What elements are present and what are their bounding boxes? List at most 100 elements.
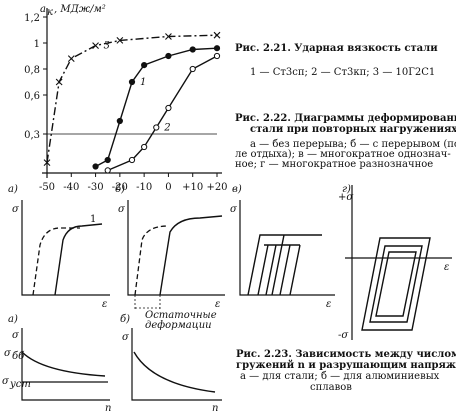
figure-2-23-b: б) σ n xyxy=(120,314,222,413)
sigma: σ xyxy=(12,204,20,215)
point xyxy=(92,42,99,49)
n-label: n xyxy=(105,403,111,413)
sigma: σ xyxy=(118,204,126,215)
epsilon: ε xyxy=(215,299,220,310)
x-tick-label: 0 xyxy=(165,182,171,193)
panel-label: б) xyxy=(120,314,130,325)
caption: Рис. 2.21. Ударная вязкость стали xyxy=(235,43,438,54)
point xyxy=(128,156,136,164)
epsilon: ε xyxy=(102,299,107,310)
sigma-bb-sub: бб xyxy=(12,351,25,362)
dimension xyxy=(134,295,161,310)
point xyxy=(116,117,123,125)
x-tick-label: -50 xyxy=(39,182,55,193)
panel-label: б) xyxy=(115,184,125,195)
point xyxy=(189,46,196,53)
epsilon: ε xyxy=(326,299,331,310)
axes xyxy=(131,328,222,401)
point xyxy=(67,55,75,62)
point xyxy=(104,167,111,174)
curve xyxy=(107,55,218,172)
axes xyxy=(345,185,452,340)
panel-v: в) σ ε xyxy=(230,184,335,310)
curve xyxy=(133,351,216,393)
point xyxy=(141,62,148,69)
x-tick-label: +20 xyxy=(206,182,227,193)
axes xyxy=(21,200,110,296)
note: Остаточные xyxy=(145,310,217,321)
sigma: σ xyxy=(12,330,20,341)
curve xyxy=(134,225,169,296)
panel-label: в) xyxy=(232,184,242,195)
curve-label: 2 xyxy=(163,123,170,134)
y-tick-label: 0,3 xyxy=(24,130,40,141)
axis-unit: , МДж/м² xyxy=(54,4,106,15)
legend: ное; г — многократное разнозначное xyxy=(235,159,433,170)
x-tick-label: +10 xyxy=(182,182,203,193)
sigma: σ xyxy=(122,332,130,343)
panel-label: а) xyxy=(8,184,18,195)
curve-label: 1 xyxy=(140,77,146,88)
curve-label: 1 xyxy=(90,214,96,225)
point xyxy=(104,156,111,164)
y-tick-label: 0,6 xyxy=(24,91,40,102)
panel-label: а) xyxy=(8,314,18,325)
y-tick-label: 0,8 xyxy=(24,65,40,76)
point xyxy=(55,78,63,86)
point xyxy=(116,37,124,44)
loops xyxy=(247,234,322,296)
caption: Рис. 2.22. Диаграммы деформирования xyxy=(235,113,456,124)
point xyxy=(165,52,172,60)
point xyxy=(165,104,172,112)
minus-sigma: -σ xyxy=(338,330,349,341)
n-label: n xyxy=(212,403,218,413)
x-tick-label: -10 xyxy=(136,182,152,193)
axes xyxy=(239,200,335,296)
y-tick-label: 1 xyxy=(34,39,40,50)
panel-b: б) σ ε Остаточные деформации xyxy=(115,184,225,331)
loops xyxy=(361,237,431,331)
sigma: σ xyxy=(230,204,238,215)
x-tick-label: -30 xyxy=(88,182,104,193)
point xyxy=(213,52,221,60)
curve xyxy=(54,223,103,296)
y-tick-label: 1,2 xyxy=(24,13,40,24)
caption: сплавов xyxy=(310,382,352,393)
point xyxy=(153,124,160,131)
point xyxy=(128,78,136,86)
point xyxy=(43,159,51,166)
curve xyxy=(46,34,218,163)
axis-label-sub: к xyxy=(47,7,53,18)
axes xyxy=(127,200,225,296)
curve xyxy=(95,47,218,168)
caption: Рис. 2.23. Зависимость между числом на- xyxy=(236,349,456,360)
caption: стали при повторных нагружениях xyxy=(250,124,456,135)
point xyxy=(189,65,196,73)
note: деформации xyxy=(145,320,212,331)
curve xyxy=(32,227,80,296)
figure-2-23-a: а) σ σ бб σ уст n xyxy=(2,314,111,413)
legend: а — без перерыва; б — с перерывом (пос- xyxy=(250,139,456,150)
caption: а — для стали; б — для алюминиевых xyxy=(240,371,440,382)
figure-2-23-caption: Рис. 2.23. Зависимость между числом на- … xyxy=(236,349,456,393)
sigma-ust-sub: уст xyxy=(9,379,31,390)
legend: ле отдыха); в — многократное однознач- xyxy=(235,149,451,160)
sigma-ust: σ xyxy=(2,376,10,387)
x-tick-label: -40 xyxy=(63,182,79,193)
epsilon: ε xyxy=(444,262,449,273)
point xyxy=(213,45,221,52)
x-tick-label: -20 xyxy=(112,182,128,193)
sigma-bb: σ xyxy=(4,348,12,359)
curve-label: 3 xyxy=(104,41,110,52)
plus-sigma: +σ xyxy=(338,192,354,203)
curve xyxy=(21,351,106,377)
point xyxy=(92,163,99,170)
axis-label: a xyxy=(40,4,46,15)
legend: 1 — Ст3сп; 2 — Ст3кп; 3 — 10Г2С1 xyxy=(250,67,435,78)
panel-a: а) σ ε 1 xyxy=(8,184,110,310)
caption: гружений n и разрушающим напряжением xyxy=(236,360,456,371)
figure-2-22-caption: Рис. 2.22. Диаграммы деформирования стал… xyxy=(235,113,456,170)
panel-g: г) +σ -σ ε xyxy=(338,184,452,341)
point xyxy=(141,143,148,151)
